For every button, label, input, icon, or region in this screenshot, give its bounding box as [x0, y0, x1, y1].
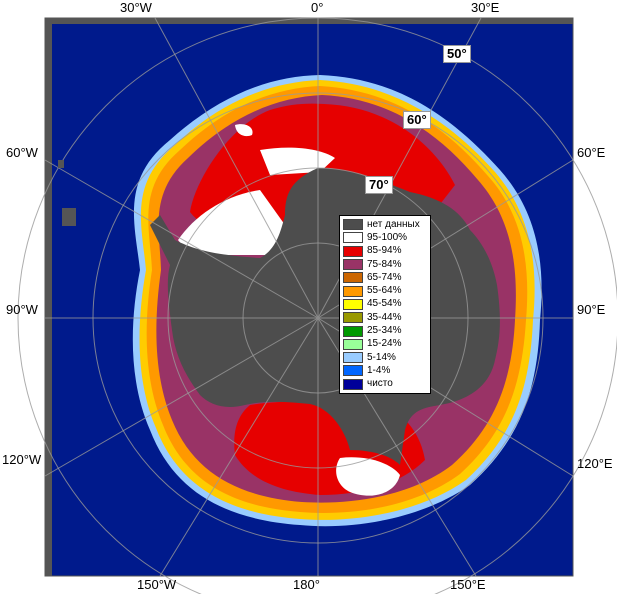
legend-label: 55-64% [367, 285, 402, 297]
lon-label-150e: 150°E [450, 577, 486, 592]
lon-label-120w: 120°W [2, 452, 42, 467]
lat-label-70: 70° [365, 176, 393, 194]
legend-swatch [343, 312, 363, 324]
lon-label-30e: 30°E [471, 0, 500, 15]
legend-item: 65-74% [343, 271, 427, 284]
legend-label: нет данных [367, 218, 420, 230]
legend-label: 65-74% [367, 271, 402, 283]
lon-label-120e: 120°E [577, 456, 613, 471]
legend-swatch [343, 298, 363, 310]
legend-swatch [343, 352, 363, 364]
lon-label-180: 180° [293, 577, 320, 592]
ice-white-weddell [178, 190, 285, 255]
meridian-150w [159, 317, 319, 577]
legend-item: 25-34% [343, 324, 427, 337]
meridian-120w [44, 317, 319, 477]
legend-item: 95-100% [343, 231, 427, 244]
legend-label: 1-4% [367, 364, 391, 376]
legend-item: 1-4% [343, 364, 427, 377]
legend-swatch [343, 272, 363, 284]
legend: нет данных 95-100% 85-94% 75-84% 65-74% 55-64… [339, 215, 431, 394]
legend-swatch [343, 259, 363, 271]
ice-white-ross [336, 457, 400, 496]
legend-label: 35-44% [367, 311, 402, 323]
legend-swatch [343, 338, 363, 350]
lat-label-50: 50° [443, 45, 471, 63]
legend-label: чисто [367, 378, 393, 390]
lon-label-90w: 90°W [6, 302, 38, 317]
legend-label: 95-100% [367, 231, 408, 243]
lon-label-60w: 60°W [6, 145, 38, 160]
lat-label-60: 60° [403, 111, 431, 129]
legend-swatch [343, 245, 363, 257]
meridian-30w [154, 17, 319, 319]
frame-top-bar [45, 18, 573, 24]
legend-item: 45-54% [343, 298, 427, 311]
legend-label: 85-94% [367, 245, 402, 257]
legend-item: 15-24% [343, 338, 427, 351]
lon-label-90e: 90°E [577, 302, 606, 317]
legend-swatch [343, 325, 363, 337]
lon-label-60e: 60°E [577, 145, 606, 160]
legend-item: чисто [343, 378, 427, 391]
legend-item: 55-64% [343, 284, 427, 297]
legend-label: 5-14% [367, 351, 396, 363]
legend-swatch [343, 232, 363, 244]
legend-swatch [343, 378, 363, 390]
ice-white-patch-2 [235, 124, 253, 137]
land-scraps [58, 160, 76, 226]
legend-swatch [343, 219, 363, 231]
legend-item: 35-44% [343, 311, 427, 324]
legend-label: 45-54% [367, 298, 402, 310]
legend-swatch [343, 365, 363, 377]
lon-label-30w: 30°W [120, 0, 152, 15]
legend-label: 25-34% [367, 325, 402, 337]
lon-label-0: 0° [311, 0, 324, 15]
legend-label: 15-24% [367, 338, 402, 350]
frame-left-bar [45, 18, 52, 576]
lon-label-150w: 150°W [137, 577, 177, 592]
legend-item: 5-14% [343, 351, 427, 364]
legend-item: 85-94% [343, 245, 427, 258]
legend-label: 75-84% [367, 258, 402, 270]
legend-swatch [343, 285, 363, 297]
legend-item: 75-84% [343, 258, 427, 271]
legend-item: нет данных [343, 218, 427, 231]
meridian-60w [44, 159, 319, 319]
